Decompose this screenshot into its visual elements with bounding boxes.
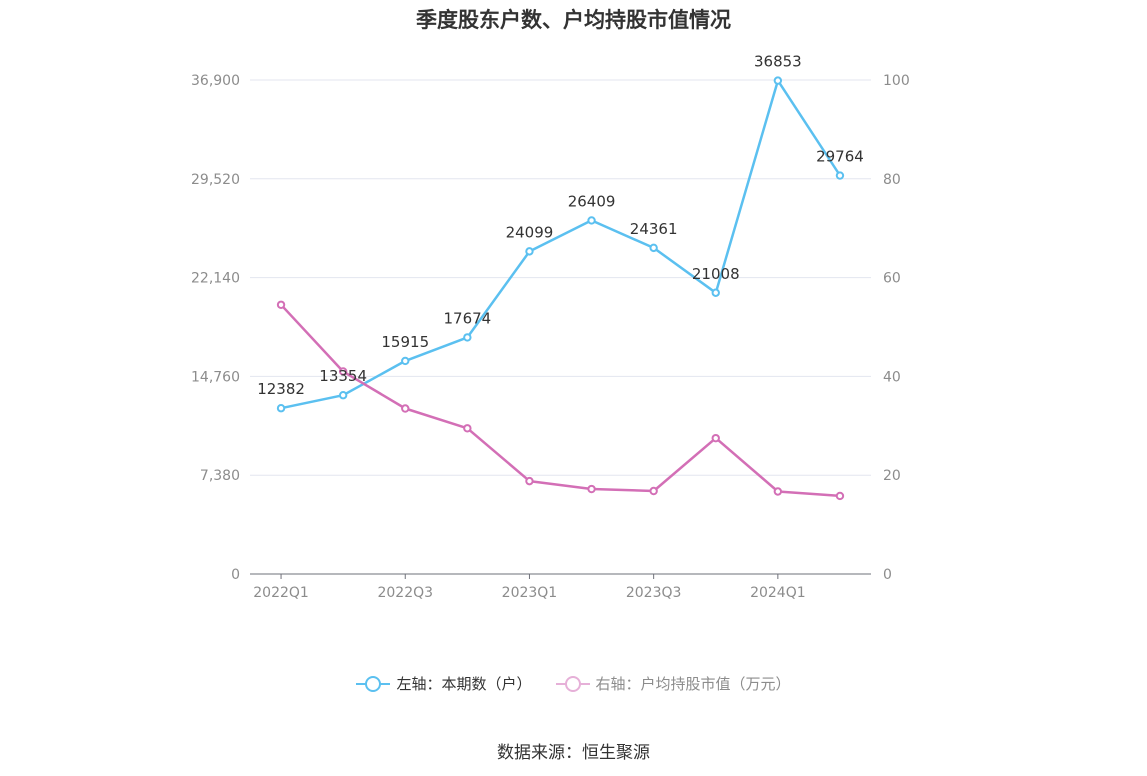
data-point-right xyxy=(463,424,472,433)
data-point-right xyxy=(773,487,783,496)
data-point-right xyxy=(711,433,720,443)
data-point-right xyxy=(587,484,596,494)
data-label: 24099 xyxy=(506,223,554,241)
legend-left-marker-icon xyxy=(356,674,391,694)
legend-item-right[interactable]: 右轴：户均持股市值（万元） xyxy=(555,673,791,694)
right-axis-tick-label: 0 xyxy=(883,567,892,583)
data-label: 26409 xyxy=(568,192,616,210)
data-point-left xyxy=(587,216,596,225)
series-line-right xyxy=(280,303,841,498)
right-axis-tick-label: 20 xyxy=(883,468,901,484)
data-label: 29764 xyxy=(816,148,864,166)
legend: 左轴：本期数（户） 右轴：户均持股市值（万元） xyxy=(0,673,1147,694)
left-axis-ticks: 0 7,380 14,760 22,140 29,520 36,900 xyxy=(191,73,240,583)
x-axis-tick-label: 2024Q1 xyxy=(750,585,806,601)
data-point-left xyxy=(276,404,286,413)
right-axis-tick-label: 40 xyxy=(883,369,901,385)
x-axis-tick-label: 2023Q1 xyxy=(502,585,558,601)
legend-right-label: 右轴：户均持股市值（万元） xyxy=(595,675,791,693)
data-point-left xyxy=(835,171,845,180)
data-label: 15915 xyxy=(381,333,429,351)
data-point-right xyxy=(649,486,658,496)
data-point-right xyxy=(338,367,348,376)
data-point-right xyxy=(276,300,286,309)
data-labels: 12382 13354 15915 17674 24099 26409 24361 21008… xyxy=(257,53,864,399)
left-axis-tick-label: 7,380 xyxy=(200,468,240,484)
data-label: 24361 xyxy=(630,220,678,238)
data-point-right xyxy=(525,476,534,486)
left-axis-tick-label: 22,140 xyxy=(191,271,240,287)
data-point-left xyxy=(401,356,410,366)
data-label: 21008 xyxy=(692,265,740,283)
legend-item-left[interactable]: 左轴：本期数（户） xyxy=(356,673,532,694)
data-point-left xyxy=(711,288,720,297)
series-line-left xyxy=(280,79,842,410)
right-axis-tick-label: 100 xyxy=(883,73,910,89)
data-label: 13354 xyxy=(319,367,367,385)
right-axis-ticks: 0 20 40 60 80 100 xyxy=(883,73,910,583)
data-point-left xyxy=(525,247,534,256)
x-axis: 2022Q1 2022Q3 2023Q1 2023Q3 2024Q1 xyxy=(250,573,871,601)
legend-right-marker-icon xyxy=(555,674,590,694)
data-point-left xyxy=(649,243,658,253)
data-point-left xyxy=(463,333,472,342)
data-point-right xyxy=(401,404,410,413)
source-note: 数据来源：恒生聚源 xyxy=(497,743,650,763)
left-axis-tick-label: 0 xyxy=(231,567,240,583)
left-axis-tick-label: 36,900 xyxy=(191,73,240,89)
series-lines xyxy=(276,76,845,501)
data-point-left xyxy=(338,391,348,400)
data-label: 36853 xyxy=(754,53,802,71)
grid-lines xyxy=(250,79,871,476)
x-axis-tick-label: 2023Q3 xyxy=(626,585,682,601)
legend-left-label: 左轴：本期数（户） xyxy=(396,675,532,693)
data-point-right xyxy=(835,491,845,501)
right-axis-tick-label: 60 xyxy=(883,271,901,287)
data-label: 17674 xyxy=(443,309,491,327)
x-axis-tick-label: 2022Q1 xyxy=(253,585,309,601)
chart-title: 季度股东户数、户均持股市值情况 xyxy=(416,8,731,32)
data-label: 12382 xyxy=(257,380,305,398)
data-point-left xyxy=(773,76,783,85)
left-axis-tick-label: 29,520 xyxy=(191,172,240,188)
right-axis-tick-label: 80 xyxy=(883,172,901,188)
x-axis-tick-label: 2022Q3 xyxy=(377,585,433,601)
left-axis-tick-label: 14,760 xyxy=(191,369,240,385)
